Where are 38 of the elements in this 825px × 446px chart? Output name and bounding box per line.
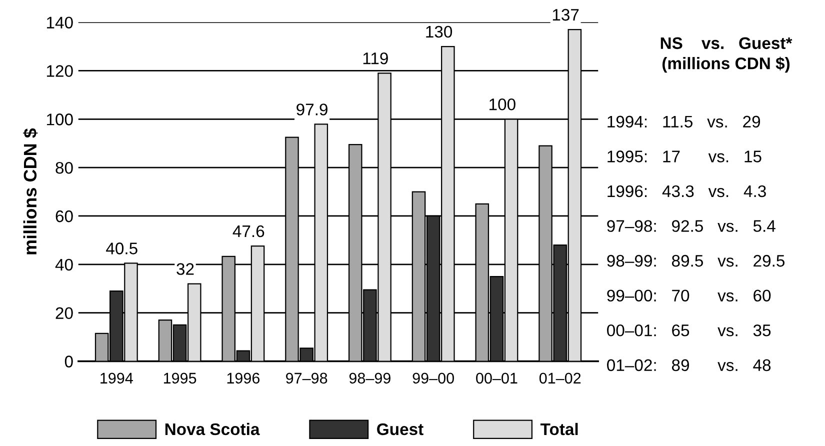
legend-label: Nova Scotia [165,422,260,436]
legend-label: Total [540,422,578,436]
text: 98–99: 89.5 vs. 29.5 [607,254,784,267]
text: 01–02: 89 vs. 48 [607,359,771,372]
data-label: 47.6 [232,225,264,238]
y-tick-label: 100 [46,114,73,126]
legend-label: Guest [377,423,424,436]
x-tick-label: 00–01 [476,372,518,384]
x-tick-label: 1996 [227,372,260,384]
data-label: 100 [490,98,516,110]
data-label: 40.5 [106,242,138,254]
y-tick-label: 0 [64,356,73,368]
text: 97–98: 92.5 vs. 5.4 [607,220,776,232]
y-tick-label: 80 [56,162,73,174]
data-label: 32 [176,263,194,275]
text: 99–00: 70 vs. 60 [607,290,771,302]
x-tick-label: 01–02 [539,372,581,384]
text: 1996: 43.3 vs. 4.3 [608,185,766,198]
x-tick-label: 99–00 [412,372,454,384]
y-tick-label: 140 [46,16,73,29]
data-label: 97.9 [296,104,328,116]
y-tick-label: 120 [46,65,73,77]
text: 1994: 11.5 vs. 29 [608,116,760,128]
data-label: 130 [426,26,452,38]
y-axis-title: millions CDN $ [23,128,38,254]
x-tick-label: 1995 [164,372,196,384]
data-label: 119 [363,52,388,64]
text: 1995: 17 vs. 15 [608,150,762,162]
x-tick-label: 1994 [100,372,133,384]
text: 00–01: 65 vs. 35 [607,324,771,336]
y-tick-label: 40 [55,258,73,271]
x-tick-label: 97–98 [286,372,328,384]
text: NS vs. Guest* [660,37,792,50]
y-tick-label: 20 [56,307,73,320]
text: (millions CDN $) [662,56,790,73]
data-label: 137 [552,8,579,21]
y-tick-label: 60 [56,210,73,222]
x-tick-label: 98–99 [349,372,390,384]
